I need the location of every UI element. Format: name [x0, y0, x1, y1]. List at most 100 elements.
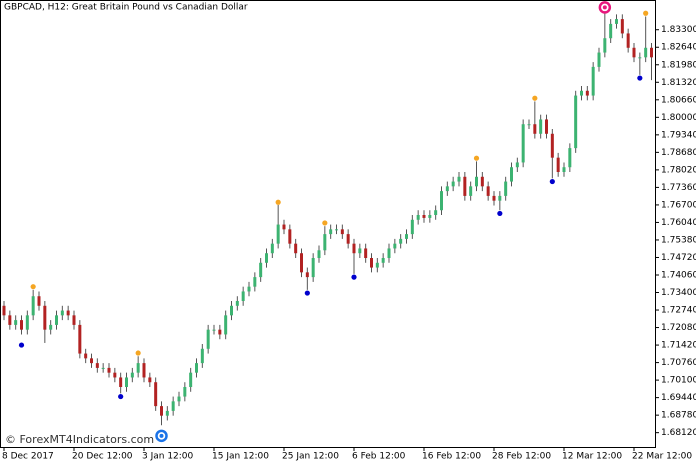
candle-body [154, 382, 158, 407]
candle-body [463, 176, 467, 196]
candle-body [282, 224, 286, 230]
candle-body [119, 377, 123, 388]
candle-body [650, 47, 653, 58]
candle-body [556, 157, 560, 173]
candle-body [95, 363, 99, 368]
candle-body [270, 243, 274, 254]
candle-body [352, 243, 356, 254]
candle-body [492, 195, 496, 201]
candle-body [393, 243, 397, 249]
candle-body [585, 90, 589, 96]
signal-dot [497, 210, 503, 217]
candle-body [329, 229, 333, 235]
y-tick-label: 1.83300 [661, 25, 696, 35]
signal-dot [351, 274, 357, 280]
candle-body [405, 234, 408, 239]
candle-body [305, 272, 309, 278]
plot-frame [0, 0, 656, 448]
candle-body [90, 358, 93, 364]
candle-body [504, 181, 508, 196]
candle-body [364, 248, 368, 259]
candle-body [247, 286, 251, 292]
candle-body [451, 181, 455, 187]
y-tick-label: 1.72740 [661, 306, 696, 316]
candle-body [78, 324, 82, 354]
x-tick-label: 3 Jan 12:00 [142, 452, 194, 462]
candle-body [259, 262, 263, 278]
candle-body [230, 305, 233, 316]
candle-body [130, 372, 134, 378]
candle-body [562, 167, 566, 173]
x-tick-label: 12 Mar 12:00 [562, 452, 622, 462]
y-tick-label: 1.70100 [661, 376, 696, 386]
candle-body [486, 186, 490, 196]
candle-body [14, 320, 18, 325]
candle-body [632, 47, 636, 58]
y-tick-label: 1.76040 [661, 218, 696, 228]
candle-body [136, 363, 140, 373]
candle-body [591, 66, 595, 96]
candle-body [265, 253, 268, 263]
y-tick-label: 1.79340 [661, 130, 696, 140]
y-tick-label: 1.73400 [661, 288, 696, 298]
candle-body [206, 329, 210, 349]
y-tick-label: 1.78020 [661, 165, 696, 175]
candle-body [253, 277, 257, 287]
signal-dot [304, 290, 310, 296]
candle-body [527, 124, 531, 126]
candle-body [60, 310, 64, 316]
candle-body [195, 363, 198, 373]
candle-body [457, 176, 461, 182]
candle-body [235, 301, 239, 306]
y-tick-label: 1.70760 [661, 358, 696, 368]
candle-body [638, 57, 642, 59]
y-tick-label: 1.72080 [661, 323, 696, 333]
y-tick-label: 1.68120 [661, 428, 696, 438]
candle-body [241, 291, 245, 302]
y-tick-label: 1.74060 [661, 270, 696, 280]
y-tick-label: 1.80000 [661, 113, 696, 123]
candle-body [399, 238, 403, 244]
candle-body [434, 210, 438, 216]
candle-body [107, 367, 111, 373]
signal-dot [532, 95, 538, 101]
x-tick-label: 15 Jan 12:00 [212, 452, 269, 462]
candle-body [276, 224, 280, 244]
candle-body [317, 250, 321, 259]
candle-body [533, 124, 537, 134]
y-tick-label: 1.68780 [661, 411, 696, 421]
watermark: © ForexMT4Indicators.com [5, 433, 154, 446]
signal-dot [18, 342, 25, 348]
signal-dot [473, 155, 480, 161]
candle-body [300, 253, 303, 273]
y-tick-label: 1.80660 [661, 95, 696, 105]
candle-body [72, 315, 76, 325]
candle-body [212, 329, 216, 331]
x-tick-label: 16 Feb 12:00 [422, 452, 481, 462]
y-tick-label: 1.78680 [661, 148, 696, 158]
candle-body [177, 396, 181, 402]
y-tick-label: 1.82640 [661, 43, 696, 53]
candle-body [568, 148, 572, 168]
candle-body [183, 387, 187, 397]
candle-body [346, 234, 350, 244]
candle-body [125, 377, 128, 388]
candle-body [521, 124, 525, 163]
candle-body [381, 258, 385, 263]
x-tick-label: 8 Dec 2017 [2, 452, 54, 462]
candle-body [480, 176, 484, 187]
candle-body [171, 401, 175, 411]
x-tick-label: 25 Jan 12:00 [282, 452, 339, 462]
chart-title: GBPCAD, H12: Great Britain Pound vs Cana… [4, 3, 248, 13]
candle-body [218, 329, 222, 335]
candle-body [475, 176, 478, 187]
candle-body [445, 186, 449, 192]
candle-body [113, 372, 117, 378]
candle-body [340, 229, 344, 235]
candle-body [84, 353, 88, 359]
candle-body [55, 315, 58, 325]
signal-dot [30, 284, 36, 290]
candle-body [165, 410, 169, 416]
y-tick-label: 1.74720 [661, 253, 696, 263]
